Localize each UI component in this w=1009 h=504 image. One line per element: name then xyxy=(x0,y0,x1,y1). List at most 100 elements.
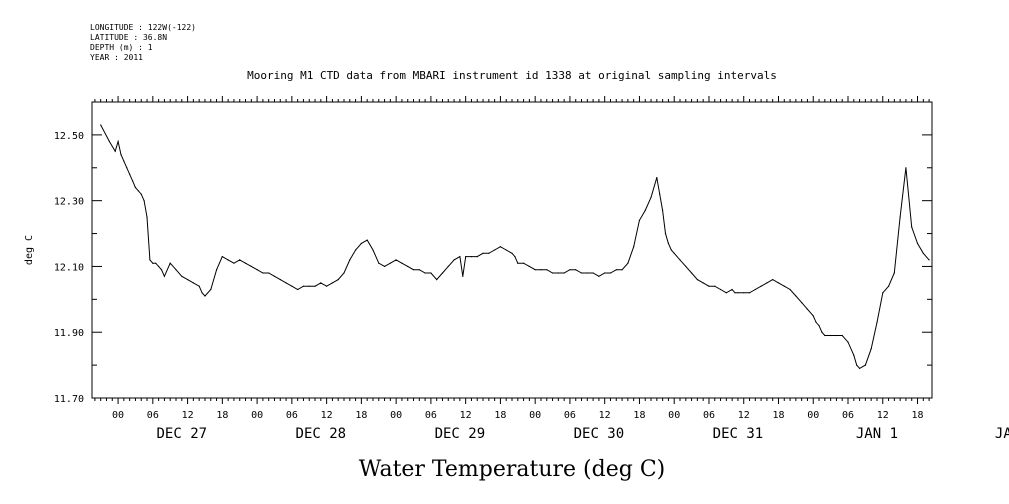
data-point xyxy=(134,186,136,189)
data-point xyxy=(569,269,571,271)
data-point xyxy=(326,285,328,287)
data-point xyxy=(853,354,855,356)
data-point xyxy=(714,285,716,287)
data-point xyxy=(152,262,154,264)
data-point xyxy=(129,173,131,175)
data-point xyxy=(830,334,832,337)
data-point xyxy=(279,279,281,281)
data-point xyxy=(514,256,516,258)
data-point xyxy=(731,288,733,291)
data-point xyxy=(114,150,116,152)
data-point xyxy=(291,285,293,287)
data-point xyxy=(384,265,386,267)
data-point xyxy=(737,292,739,294)
x-day-label: DEC 29 xyxy=(435,426,486,442)
data-point xyxy=(499,246,501,248)
data-point xyxy=(552,272,554,274)
data-point xyxy=(633,246,635,248)
x-day-label: DEC 31 xyxy=(713,426,764,442)
data-point xyxy=(540,269,542,271)
data-point xyxy=(314,285,316,287)
data-point xyxy=(187,279,189,281)
data-point xyxy=(233,262,235,264)
data-point xyxy=(859,367,861,369)
data-point xyxy=(882,292,884,294)
data-point xyxy=(447,265,449,267)
x-hour-label: 12 xyxy=(877,410,889,421)
data-point xyxy=(198,285,200,287)
data-point xyxy=(210,288,212,291)
data-point xyxy=(818,325,820,327)
data-point xyxy=(181,275,183,277)
data-point xyxy=(725,292,727,294)
data-point xyxy=(870,348,872,350)
data-point xyxy=(372,249,374,251)
data-point xyxy=(667,242,670,244)
data-point xyxy=(899,216,901,218)
data-point xyxy=(175,269,177,271)
data-point xyxy=(922,252,924,254)
y-tick-label: 12.50 xyxy=(54,131,84,142)
data-point xyxy=(777,282,780,284)
data-point xyxy=(916,242,919,244)
data-point xyxy=(476,256,478,258)
data-point xyxy=(297,288,299,291)
x-hour-label: 18 xyxy=(911,410,923,421)
data-point xyxy=(708,285,710,287)
data-point xyxy=(511,252,513,254)
x-day-label: DEC 30 xyxy=(574,426,625,442)
temperature-line xyxy=(100,124,930,370)
data-point xyxy=(216,269,218,271)
x-hour-label: 06 xyxy=(703,410,715,421)
data-point xyxy=(928,259,930,261)
data-point xyxy=(621,269,623,271)
data-point xyxy=(221,256,223,258)
data-point xyxy=(664,233,667,235)
data-point xyxy=(227,259,229,261)
data-point xyxy=(815,321,817,323)
x-hour-label: 00 xyxy=(668,410,680,421)
data-point xyxy=(673,252,675,254)
data-point xyxy=(528,265,531,267)
data-point xyxy=(137,190,139,192)
x-hour-label: 06 xyxy=(425,410,437,421)
axes: 11.70 11.90 12.10 12.30 12.50 00 06 12 18 00 06 12 1… xyxy=(54,96,1009,442)
chart-title: Mooring M1 CTD data from MBARI instrumen… xyxy=(247,69,777,82)
data-point xyxy=(331,282,333,284)
x-hour-label: 18 xyxy=(633,410,645,421)
data-point xyxy=(268,272,270,274)
data-point xyxy=(132,180,134,182)
data-point xyxy=(546,269,548,271)
data-point xyxy=(453,259,455,261)
data-point xyxy=(470,256,472,258)
x-hour-label: 18 xyxy=(355,410,367,421)
data-point xyxy=(644,209,646,212)
x-day-label: JAN 2 xyxy=(995,426,1009,442)
data-point xyxy=(462,275,464,277)
data-point xyxy=(772,279,774,281)
data-point xyxy=(488,252,490,254)
data-point xyxy=(766,282,768,284)
data-point xyxy=(140,193,142,195)
data-point xyxy=(670,249,672,251)
data-points xyxy=(100,124,930,369)
data-point xyxy=(627,262,629,264)
data-point xyxy=(146,216,148,218)
data-point xyxy=(407,265,409,267)
y-tick-label: 12.10 xyxy=(54,262,84,273)
data-point xyxy=(378,262,380,264)
data-point xyxy=(256,269,258,271)
data-point xyxy=(285,282,287,284)
data-point xyxy=(517,262,519,264)
y-tick-label: 11.70 xyxy=(54,394,84,405)
data-point xyxy=(117,140,119,143)
data-point xyxy=(204,295,206,297)
data-point xyxy=(760,285,762,287)
data-point xyxy=(126,167,128,169)
data-point xyxy=(586,272,588,274)
x-hour-label: 06 xyxy=(147,410,159,421)
data-point xyxy=(160,269,163,271)
data-point xyxy=(824,334,826,337)
data-point xyxy=(239,259,241,261)
